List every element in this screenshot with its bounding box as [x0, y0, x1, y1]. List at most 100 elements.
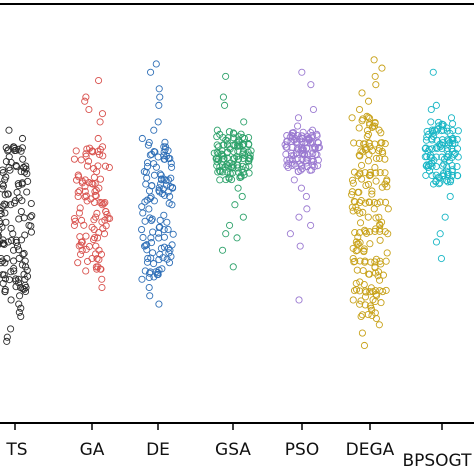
data-point	[303, 205, 311, 213]
data-point	[356, 198, 364, 207]
data-point	[297, 184, 305, 192]
data-point	[146, 269, 154, 277]
data-point	[7, 325, 15, 333]
data-point	[363, 112, 371, 120]
data-point	[17, 236, 26, 244]
data-point	[283, 132, 291, 140]
x-tick-label: GA	[80, 440, 105, 460]
data-point	[98, 275, 106, 283]
data-point	[160, 211, 168, 219]
data-point	[78, 246, 86, 254]
data-point	[144, 141, 152, 149]
data-point	[96, 175, 105, 183]
data-point	[348, 188, 356, 196]
data-point	[155, 184, 163, 192]
data-point	[10, 246, 18, 254]
data-point	[95, 76, 103, 85]
data-point	[295, 296, 303, 304]
data-point	[376, 169, 384, 177]
data-point	[142, 241, 150, 249]
data-point	[370, 198, 379, 206]
data-point	[18, 144, 26, 152]
data-point	[350, 287, 359, 295]
data-point	[360, 341, 369, 350]
data-point	[378, 64, 386, 72]
data-point	[423, 153, 431, 161]
data-point	[80, 221, 88, 229]
data-point	[356, 278, 364, 286]
data-point	[147, 68, 155, 76]
data-point	[294, 122, 302, 130]
data-point	[314, 156, 322, 164]
data-point	[298, 68, 306, 76]
data-point	[23, 188, 31, 196]
data-point	[70, 155, 78, 163]
data-point	[150, 260, 158, 268]
data-point	[376, 236, 384, 244]
data-point	[298, 155, 306, 163]
data-point	[349, 179, 357, 187]
data-point	[82, 150, 90, 158]
data-point	[17, 312, 25, 321]
data-point	[18, 134, 27, 143]
data-point	[73, 176, 81, 184]
data-point	[0, 241, 2, 248]
data-point	[231, 201, 239, 209]
data-point	[12, 275, 20, 283]
data-point	[93, 209, 101, 217]
data-point	[358, 329, 366, 337]
data-point	[284, 163, 292, 172]
data-point	[217, 150, 226, 158]
data-point	[438, 127, 446, 135]
data-point	[355, 105, 364, 114]
data-point	[141, 267, 149, 275]
data-point	[98, 283, 106, 292]
data-point	[349, 296, 357, 304]
data-point	[15, 308, 23, 316]
data-point	[240, 118, 248, 126]
data-point	[154, 153, 162, 161]
data-point	[302, 192, 310, 200]
data-point	[368, 190, 376, 198]
data-point	[19, 155, 27, 163]
data-point	[313, 151, 321, 159]
data-point	[368, 187, 376, 195]
data-point	[383, 249, 391, 257]
data-point	[379, 288, 387, 296]
data-point	[441, 213, 449, 221]
x-tick-label: TS	[5, 440, 27, 460]
data-point	[210, 149, 218, 157]
data-point	[443, 153, 451, 161]
data-point	[372, 81, 380, 89]
data-point	[150, 273, 158, 281]
data-point	[356, 209, 364, 217]
data-point	[308, 138, 316, 146]
data-point	[428, 154, 436, 162]
x-tick-label: DE	[146, 440, 170, 460]
data-point	[428, 145, 436, 153]
data-point	[448, 166, 456, 174]
data-point	[453, 145, 462, 153]
data-point	[356, 257, 364, 265]
data-point	[222, 72, 230, 80]
data-point	[95, 228, 103, 237]
data-point	[85, 105, 93, 114]
data-point	[93, 255, 101, 263]
data-point	[432, 153, 440, 161]
data-point	[366, 240, 374, 248]
data-point	[143, 241, 151, 249]
data-point	[82, 93, 90, 101]
data-point	[155, 266, 163, 274]
data-point	[313, 132, 321, 140]
data-point	[356, 169, 364, 177]
data-point	[366, 228, 374, 236]
data-point	[378, 218, 386, 226]
data-point	[147, 193, 155, 201]
data-point	[168, 163, 176, 171]
data-point	[223, 137, 231, 145]
data-point	[83, 257, 92, 265]
data-point	[453, 171, 461, 180]
data-point	[27, 228, 35, 236]
data-point	[374, 272, 382, 280]
